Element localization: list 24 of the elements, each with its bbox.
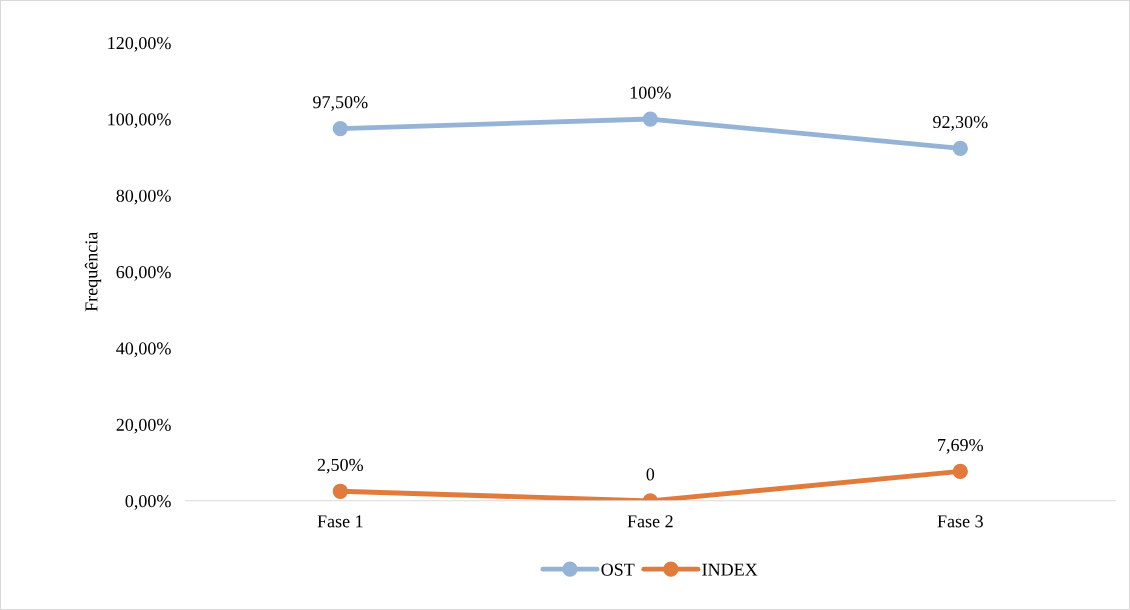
y-tick-label: 20,00% [116,418,171,434]
x-tick-label: Fase 2 [627,515,673,528]
point [952,140,968,157]
data-label: 0 [646,468,655,481]
y-tick-label: 120,00% [108,36,171,52]
x-tick-label: Fase 3 [937,515,983,528]
y-axis-title: Frequência [84,231,102,312]
data-label: 7,69% [938,438,984,454]
data-label: 100% [630,86,671,99]
y-tick-label: 100,00% [108,113,171,129]
data-label: 2,50% [317,458,364,474]
y-tick-label: 0,00% [125,495,171,510]
point [332,120,348,137]
point [642,111,658,127]
point [952,463,968,480]
data-label: 97,50% [313,96,368,111]
y-tick-label: 40,00% [116,342,171,358]
y-tick-label: 60,00% [116,266,171,281]
legend-label: INDEX [702,563,758,576]
legend-label: OST [601,563,635,576]
point [332,483,348,499]
data-label: 92,30% [933,115,988,131]
y-tick-label: 80,00% [116,189,171,205]
x-tick-label: Fase 1 [317,515,363,528]
